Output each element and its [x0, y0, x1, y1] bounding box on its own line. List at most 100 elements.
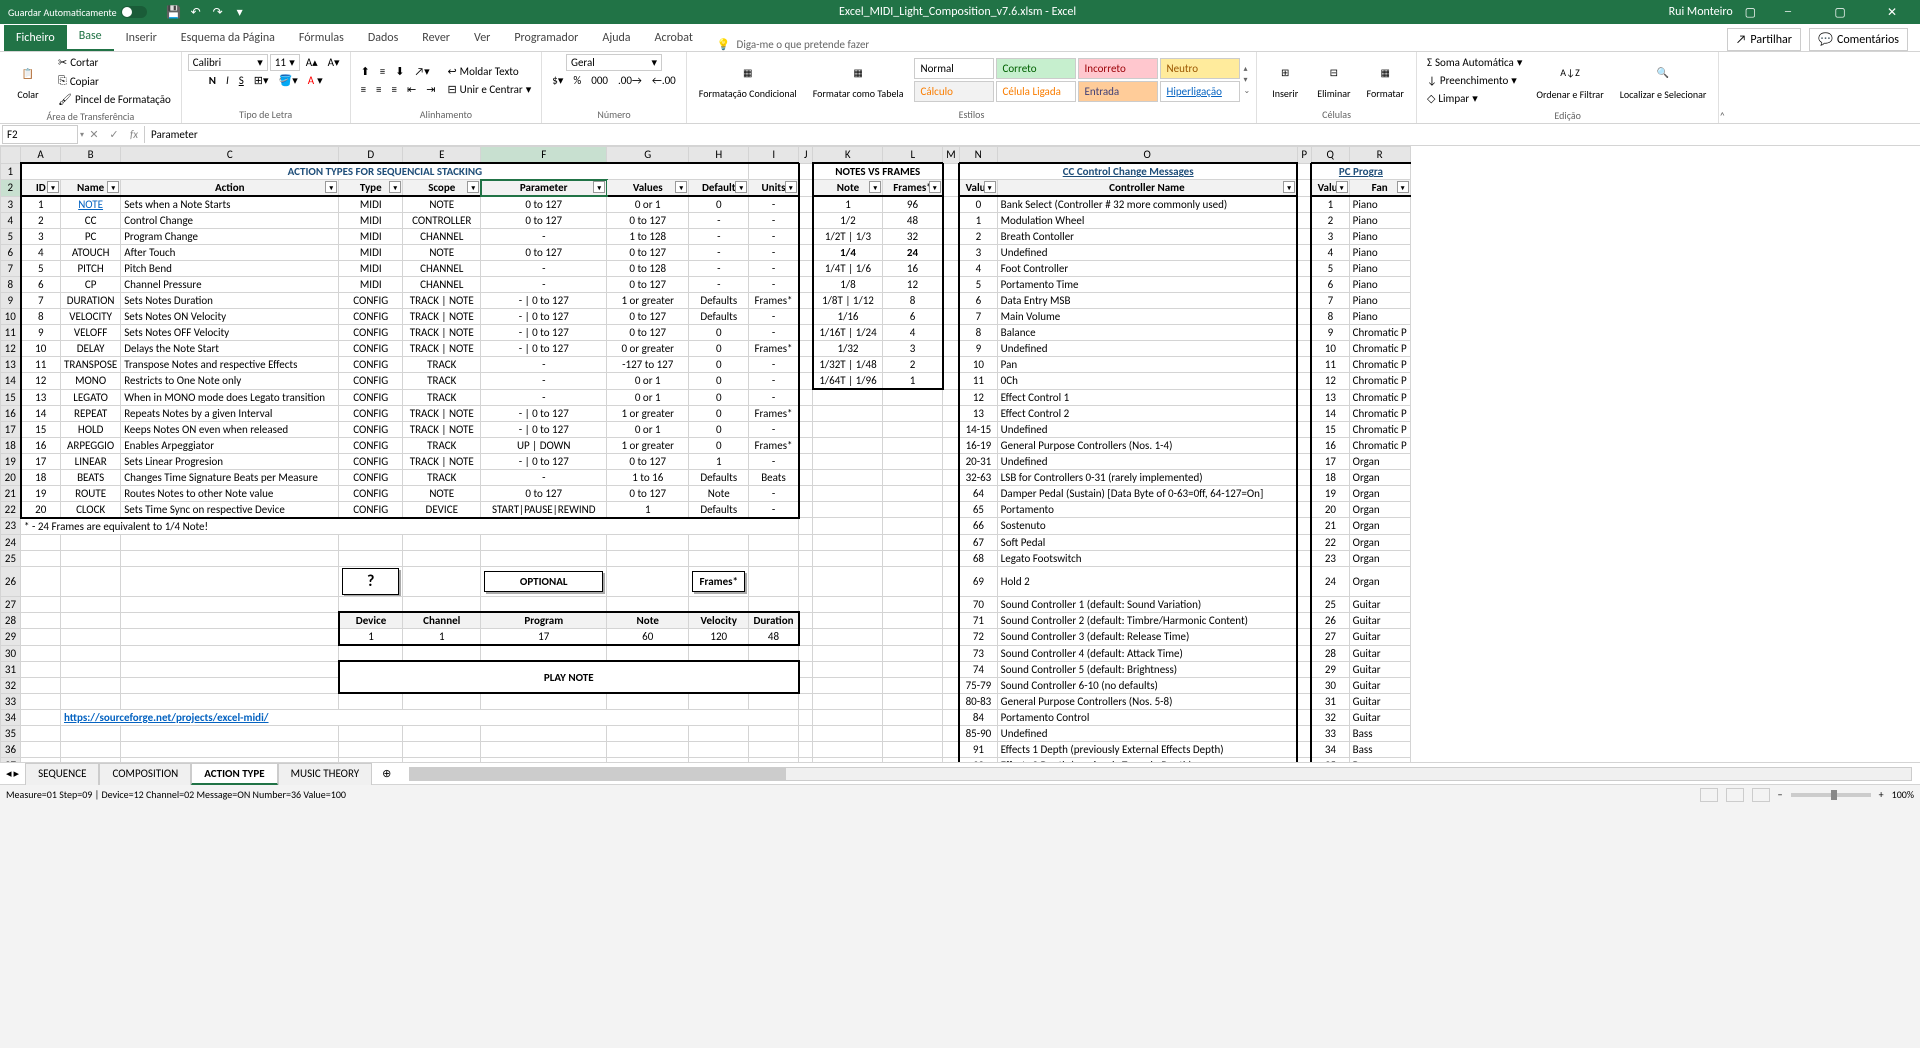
tab-base[interactable]: Base [67, 23, 114, 51]
table-cell[interactable]: 1 or greater [607, 437, 689, 453]
col-header-E[interactable]: E [403, 147, 481, 164]
row-header-14[interactable]: 14 [1, 373, 21, 390]
table-cell[interactable]: - [749, 421, 799, 437]
tab-dados[interactable]: Dados [356, 25, 410, 51]
zoom-slider[interactable] [1791, 793, 1871, 797]
table-cell[interactable]: - [481, 373, 607, 390]
notes-header-0[interactable]: Note▾ [813, 180, 883, 197]
col-header-D[interactable]: D [339, 147, 403, 164]
table-cell[interactable]: TRACK | NOTE [403, 405, 481, 421]
cc-value-cell[interactable]: 4 [959, 261, 997, 277]
table-cell[interactable]: NOTE [403, 485, 481, 501]
underline-button[interactable]: S [235, 72, 248, 89]
pc-value-cell[interactable]: 11 [1311, 357, 1349, 373]
name-box[interactable]: F2 [2, 125, 78, 144]
sort-filter-button[interactable]: A↓ZOrdenar e Filtrar [1530, 59, 1609, 103]
col-header-P[interactable]: P [1297, 147, 1311, 164]
table-cell[interactable]: 15 [21, 421, 61, 437]
cc-name-cell[interactable]: General Purpose Controllers (Nos. 1-4) [997, 437, 1297, 453]
table-cell[interactable]: 0 or 1 [607, 421, 689, 437]
cc-value-cell[interactable]: 16-19 [959, 437, 997, 453]
redo-icon[interactable]: ↷ [211, 5, 225, 19]
paste-button[interactable]: 📋 Colar [6, 59, 50, 103]
align-right-button[interactable]: ≡ [388, 81, 401, 98]
notes-cell[interactable]: 1/8T | 1/12 [813, 293, 883, 309]
table-cell[interactable]: UP | DOWN [481, 437, 607, 453]
col-header-G[interactable]: G [607, 147, 689, 164]
row-header-21[interactable]: 21 [1, 485, 21, 501]
table-cell[interactable]: Pitch Bend [121, 261, 339, 277]
pc-name-cell[interactable]: Organ [1349, 566, 1410, 596]
notes-cell[interactable]: 48 [883, 213, 943, 229]
row-header-32[interactable]: 32 [1, 677, 21, 693]
undo-icon[interactable]: ↶ [189, 5, 203, 19]
table-cell[interactable]: 0 to 127 [607, 309, 689, 325]
zoom-in-button[interactable]: + [1879, 788, 1884, 801]
table-cell[interactable]: Sets Time Sync on respective Device [121, 501, 339, 518]
row-header-9[interactable]: 9 [1, 293, 21, 309]
copy-button[interactable]: ⎘Copiar [54, 72, 175, 90]
table-cell[interactable]: TRACK | NOTE [403, 309, 481, 325]
table-cell[interactable]: 0 [689, 389, 749, 405]
cc-value-cell[interactable]: 85-90 [959, 725, 997, 741]
table-cell[interactable]: 0 to 127 [481, 213, 607, 229]
pc-name-cell[interactable]: Guitar [1349, 612, 1410, 629]
table-cell[interactable]: ATOUCH [61, 245, 121, 261]
header-default[interactable]: Default▾ [689, 180, 749, 197]
table-cell[interactable]: Sets when a Note Starts [121, 196, 339, 213]
row-header-34[interactable]: 34 [1, 709, 21, 725]
font-color-button[interactable]: A▾ [304, 72, 327, 89]
minimize-button[interactable]: ─ [1768, 0, 1808, 24]
cc-value-cell[interactable]: 74 [959, 661, 997, 677]
filter-arrow-icon[interactable]: ▾ [785, 181, 797, 193]
pc-value-cell[interactable]: 26 [1311, 612, 1349, 629]
row-header-5[interactable]: 5 [1, 229, 21, 245]
pc-name-cell[interactable]: Organ [1349, 469, 1410, 485]
merge-button[interactable]: ⊟Unir e Centrar▾ [443, 81, 535, 98]
table-cell[interactable]: MONO [61, 373, 121, 390]
table-cell[interactable]: 16 [21, 437, 61, 453]
table-cell[interactable]: 0 to 127 [607, 277, 689, 293]
table-cell[interactable]: - [749, 501, 799, 518]
notes-cell[interactable]: 1 [813, 196, 883, 213]
pc-value-cell[interactable]: 35 [1311, 757, 1349, 762]
play-cell[interactable]: 60 [607, 629, 689, 646]
table-cell[interactable]: VELOFF [61, 325, 121, 341]
row-header-2[interactable]: 2 [1, 180, 21, 197]
tab-acrobat[interactable]: Acrobat [643, 25, 705, 51]
table-cell[interactable]: CLOCK [61, 501, 121, 518]
pc-name-cell[interactable]: Piano [1349, 229, 1410, 245]
pc-value-cell[interactable]: 28 [1311, 645, 1349, 661]
col-header-N[interactable]: N [959, 147, 997, 164]
comma-button[interactable]: 000 [587, 72, 612, 89]
table-cell[interactable]: 10 [21, 341, 61, 357]
col-header-H[interactable]: H [689, 147, 749, 164]
row-header-11[interactable]: 11 [1, 325, 21, 341]
table-cell[interactable]: - [749, 213, 799, 229]
table-cell[interactable]: 0 to 128 [607, 261, 689, 277]
table-cell[interactable]: START|PAUSE|REWIND [481, 501, 607, 518]
cc-value-cell[interactable]: 67 [959, 534, 997, 550]
cc-value-cell[interactable]: 65 [959, 501, 997, 518]
filter-arrow-icon[interactable]: ▾ [869, 181, 881, 193]
notes-cell[interactable]: 24 [883, 245, 943, 261]
pc-name-cell[interactable]: Bass [1349, 757, 1410, 762]
pc-value-cell[interactable]: 7 [1311, 293, 1349, 309]
pc-value-cell[interactable]: 6 [1311, 277, 1349, 293]
table-cell[interactable]: 0 or greater [607, 341, 689, 357]
table-cell[interactable]: Frames* [749, 341, 799, 357]
cc-name-cell[interactable]: Undefined [997, 725, 1297, 741]
cc-value-cell[interactable]: 11 [959, 373, 997, 390]
pc-name-cell[interactable]: Bass [1349, 741, 1410, 757]
cc-name-cell[interactable]: Sound Controller 4 (default: Attack Time… [997, 645, 1297, 661]
view-break-button[interactable] [1752, 788, 1770, 802]
fill-button[interactable]: ↓Preenchimento▾ [1423, 72, 1526, 89]
insert-cells-button[interactable]: ⊞Inserir [1263, 58, 1307, 102]
format-cells-button[interactable]: ▦Formatar [1361, 58, 1410, 102]
tab-programador[interactable]: Programador [502, 25, 590, 51]
notes-cell[interactable]: 2 [883, 357, 943, 373]
table-cell[interactable]: NOTE [403, 196, 481, 213]
cc-name-cell[interactable]: 0Ch [997, 373, 1297, 390]
pc-name-cell[interactable]: Organ [1349, 518, 1410, 535]
cc-name-cell[interactable]: Foot Controller [997, 261, 1297, 277]
